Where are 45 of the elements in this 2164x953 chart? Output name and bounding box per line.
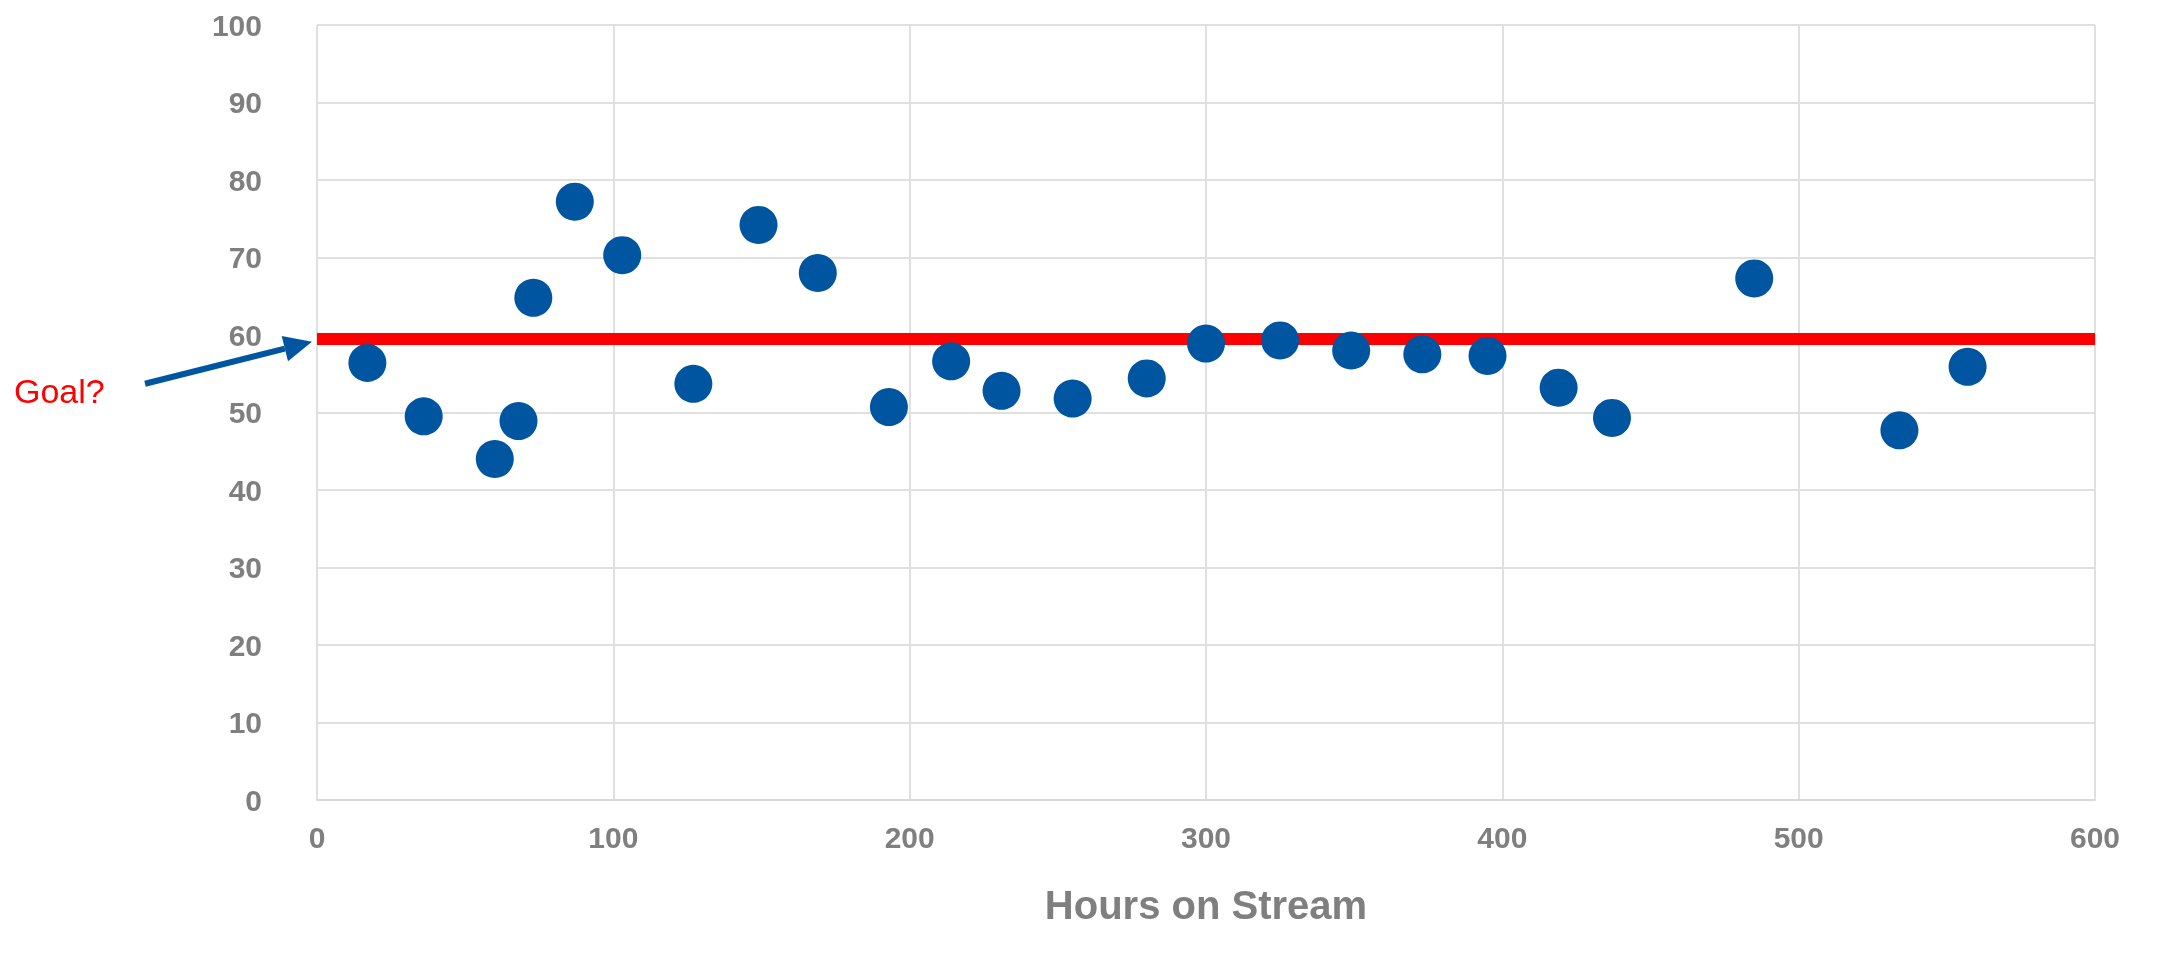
point	[1468, 336, 1507, 375]
point	[739, 205, 778, 244]
x-tick-label: 400	[1477, 820, 1528, 854]
point	[1053, 379, 1092, 418]
y-tick-label: 50	[228, 396, 262, 429]
y-tick-label: 40	[228, 473, 262, 507]
y-tick-label: 100	[211, 8, 262, 42]
y-tick-label: 20	[228, 628, 262, 662]
point	[1593, 398, 1631, 437]
point	[1735, 259, 1774, 298]
point	[555, 182, 594, 221]
point	[1403, 335, 1442, 374]
point	[869, 388, 908, 427]
y-tick-label: 70	[228, 241, 262, 274]
x-tick-label: 0	[308, 820, 326, 854]
point	[514, 278, 553, 317]
y-tick-label: 80	[228, 163, 262, 197]
point	[1127, 359, 1166, 398]
point	[499, 402, 538, 441]
y-tick-label: 0	[245, 783, 262, 817]
x-tick-label: 200	[884, 820, 935, 854]
y-tick-label: 60	[228, 318, 262, 352]
ref-line-label: Goal?	[14, 371, 105, 410]
point	[1880, 411, 1919, 450]
point	[1187, 324, 1225, 363]
point	[982, 371, 1021, 410]
y-tick-label: 30	[228, 551, 262, 584]
point	[674, 364, 713, 403]
point	[348, 343, 387, 382]
x-tick-label: 600	[2069, 820, 2121, 854]
point	[404, 397, 443, 436]
x-tick-label: 100	[588, 820, 639, 854]
point	[932, 342, 971, 381]
x-axis-title: Hours on Stream	[1044, 883, 1368, 927]
point	[603, 236, 642, 275]
point	[475, 440, 514, 478]
y-tick-label: 90	[228, 86, 262, 119]
x-tick-label: 300	[1180, 820, 1232, 854]
point	[1539, 368, 1578, 407]
point	[1261, 321, 1300, 360]
y-tick-label: 10	[228, 706, 262, 739]
point	[1948, 347, 1987, 386]
x-tick-label: 500	[1773, 820, 1824, 854]
point	[1332, 331, 1371, 370]
point	[798, 254, 837, 292]
